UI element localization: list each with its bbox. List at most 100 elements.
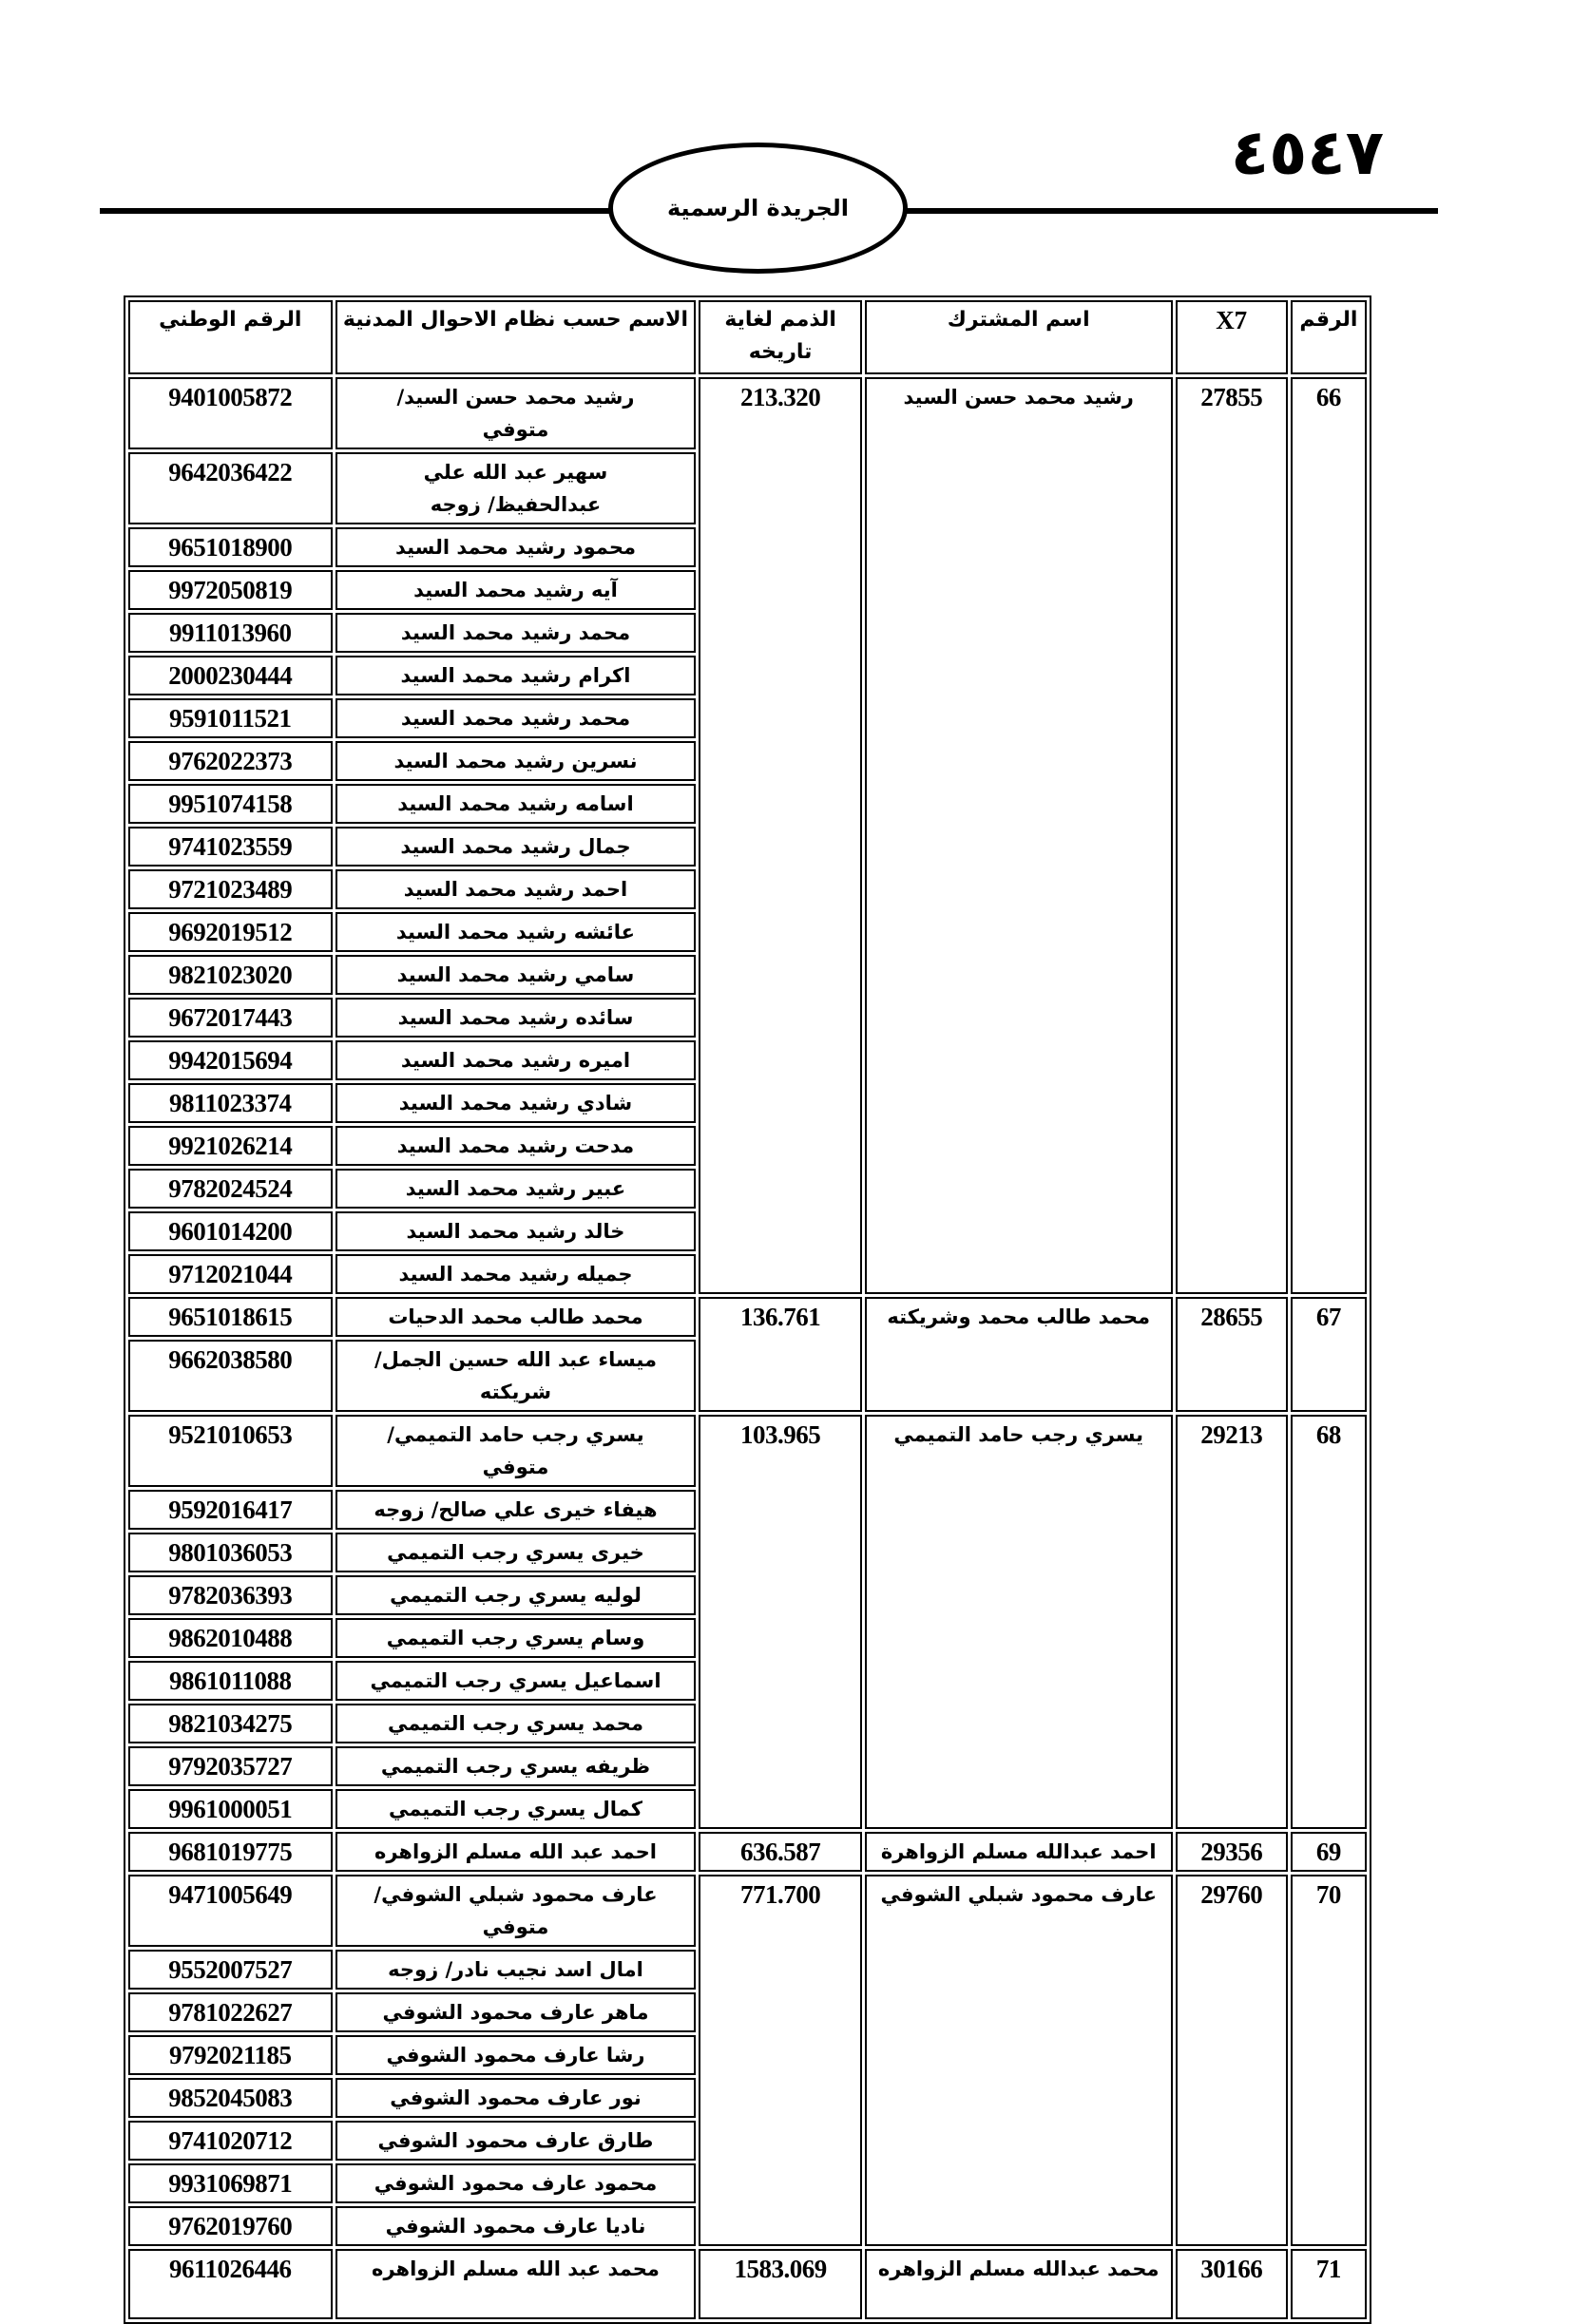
civil-name: احمد عبد الله مسلم الزواهره — [335, 1832, 697, 1872]
entry-number: 69 — [1290, 1832, 1367, 1872]
civil-name: خالد رشيد محمد السيد — [335, 1211, 697, 1251]
civil-name: نور عارف محمود الشوفي — [335, 2078, 697, 2118]
subscriber-name: محمد عبدالله مسلم الزواهره — [864, 2249, 1173, 2319]
dues-amount: 103.965 — [699, 1415, 862, 1829]
x7-code: 27855 — [1175, 377, 1288, 1294]
entry-number: 67 — [1290, 1297, 1367, 1412]
civil-name: جميله رشيد محمد السيد — [335, 1254, 697, 1294]
dues-amount: 771.700 — [699, 1875, 862, 2246]
table-row: محمد رشيد محمد السيد 9591011521 — [128, 698, 1367, 738]
x7-code: 29760 — [1175, 1875, 1288, 2246]
table-row: 67 28655 محمد طالب محمد وشريكته 136.761 محمد… — [128, 1297, 1367, 1412]
national-id: 9741020712 — [128, 2121, 333, 2161]
civil-name: يسري رجب حامد التميمي/ متوفي — [335, 1415, 697, 1487]
civil-name: سهير عبد الله علي عبدالحفيظ/ زوجه — [335, 452, 697, 524]
national-id: 9861011088 — [128, 1661, 333, 1701]
national-id: 9672017443 — [128, 998, 333, 1038]
table-body: 66 27855 رشيد محمد حسن السيد 213.320 رشيد مح… — [128, 377, 1367, 2319]
table-row: محمود عارف محمود الشوفي 9931069871 — [128, 2163, 1367, 2203]
header-number: الرقم — [1290, 300, 1367, 374]
gazette-title-oval: الجريدة الرسمية — [608, 143, 908, 274]
table-row: احمد رشيد محمد السيد 9721023489 — [128, 869, 1367, 909]
civil-name: رشا عارف محمود الشوفي — [335, 2035, 697, 2075]
national-id: 9862010488 — [128, 1618, 333, 1658]
civil-name: آيه رشيد محمد السيد — [335, 570, 697, 610]
national-id: 9762019760 — [128, 2206, 333, 2246]
table-row: محمد يسري رجب التميمي 9821034275 — [128, 1704, 1367, 1743]
national-id: 9782024524 — [128, 1169, 333, 1209]
header-civil-name: الاسم حسب نظام الاحوال المدنية — [335, 300, 697, 374]
civil-name: كمال يسري رجب التميمي — [335, 1789, 697, 1829]
national-id: 9662038580 — [128, 1340, 333, 1412]
national-id: 9931069871 — [128, 2163, 333, 2203]
civil-name: وسام يسري رجب التميمي — [335, 1618, 697, 1658]
table-row: وسام يسري رجب التميمي 9862010488 — [128, 1618, 1367, 1658]
national-id: 9852045083 — [128, 2078, 333, 2118]
table-row: عائشه رشيد محمد السيد 9692019512 — [128, 912, 1367, 952]
civil-name: اسامه رشيد محمد السيد — [335, 784, 697, 824]
table-header-row: الرقم X7 اسم المشترك الذمم لغاية تاريخه … — [128, 300, 1367, 374]
national-id: 9811023374 — [128, 1083, 333, 1123]
table-row: خالد رشيد محمد السيد 9601014200 — [128, 1211, 1367, 1251]
civil-name: امال اسد نجيب نادر/ زوجه — [335, 1950, 697, 1990]
x7-code: 29213 — [1175, 1415, 1288, 1829]
national-id: 9471005649 — [128, 1875, 333, 1947]
civil-name: لوليه يسري رجب التميمي — [335, 1575, 697, 1615]
dues-amount: 136.761 — [699, 1297, 862, 1412]
table-row: خيرى يسري رجب التميمي 9801036053 — [128, 1533, 1367, 1572]
civil-name: جمال رشيد محمد السيد — [335, 827, 697, 867]
table-row: عبير رشيد محمد السيد 9782024524 — [128, 1169, 1367, 1209]
civil-name: رشيد محمد حسن السيد/ متوفي — [335, 377, 697, 449]
national-id: 9801036053 — [128, 1533, 333, 1572]
subscriber-name: يسري رجب حامد التميمي — [864, 1415, 1173, 1829]
national-id: 9401005872 — [128, 377, 333, 449]
civil-name: محمود عارف محمود الشوفي — [335, 2163, 697, 2203]
table-row: اسامه رشيد محمد السيد 9951074158 — [128, 784, 1367, 824]
national-id: 9782036393 — [128, 1575, 333, 1615]
national-id: 9721023489 — [128, 869, 333, 909]
header-national-id: الرقم الوطني — [128, 300, 333, 374]
table-row: محمود رشيد محمد السيد 9651018900 — [128, 527, 1367, 567]
national-id: 9792035727 — [128, 1746, 333, 1786]
table-row: اكرام رشيد محمد السيد 2000230444 — [128, 656, 1367, 695]
civil-name: محمد طالب محمد الدحيات — [335, 1297, 697, 1337]
national-id: 9591011521 — [128, 698, 333, 738]
table-row: 70 29760 عارف محمود شبلي الشوفي 771.700 عارف… — [128, 1875, 1367, 2246]
table-row: محمد رشيد محمد السيد 9911013960 — [128, 613, 1367, 653]
x7-code: 29356 — [1175, 1832, 1288, 1872]
table-row: طارق عارف محمود الشوفي 9741020712 — [128, 2121, 1367, 2161]
table-row: كمال يسري رجب التميمي 9961000051 — [128, 1789, 1367, 1829]
national-id: 9712021044 — [128, 1254, 333, 1294]
table-row: جمال رشيد محمد السيد 9741023559 — [128, 827, 1367, 867]
table-row: 66 27855 رشيد محمد حسن السيد 213.320 رشيد مح… — [128, 377, 1367, 1294]
civil-name: محمد رشيد محمد السيد — [335, 698, 697, 738]
subscriber-name: عارف محمود شبلي الشوفي — [864, 1875, 1173, 2246]
national-id: 9781022627 — [128, 1992, 333, 2032]
table-row: سامي رشيد محمد السيد 9821023020 — [128, 955, 1367, 995]
civil-name: احمد رشيد محمد السيد — [335, 869, 697, 909]
civil-name: سائده رشيد محمد السيد — [335, 998, 697, 1038]
table-row: 68 29213 يسري رجب حامد التميمي 103.965 يسري … — [128, 1415, 1367, 1829]
national-id: 9692019512 — [128, 912, 333, 952]
table-row: سهير عبد الله علي عبدالحفيظ/ زوجه 9642036… — [128, 452, 1367, 524]
national-id: 9921026214 — [128, 1126, 333, 1166]
civil-name: محمد رشيد محمد السيد — [335, 613, 697, 653]
table-row: رشا عارف محمود الشوفي 9792021185 — [128, 2035, 1367, 2075]
table-row: 71 30166 محمد عبدالله مسلم الزواهره 1583.06… — [128, 2249, 1367, 2319]
table-row: لوليه يسري رجب التميمي 9782036393 — [128, 1575, 1367, 1615]
table-row: هيفاء خيرى علي صالح/ زوجه 9592016417 — [128, 1490, 1367, 1530]
civil-name: ناديا عارف محمود الشوفي — [335, 2206, 697, 2246]
gazette-title: الجريدة الرسمية — [666, 195, 850, 221]
civil-name: هيفاء خيرى علي صالح/ زوجه — [335, 1490, 697, 1530]
table-row: نور عارف محمود الشوفي 9852045083 — [128, 2078, 1367, 2118]
civil-name: اميره رشيد محمد السيد — [335, 1040, 697, 1080]
table-row: سائده رشيد محمد السيد 9672017443 — [128, 998, 1367, 1038]
national-id: 9942015694 — [128, 1040, 333, 1080]
table-row: مدحت رشيد محمد السيد 9921026214 — [128, 1126, 1367, 1166]
table-row: 69 29356 احمد عبدالله مسلم الزواهرة 636.587… — [128, 1832, 1367, 1872]
table-row: جميله رشيد محمد السيد 9712021044 — [128, 1254, 1367, 1294]
civil-name: محمد يسري رجب التميمي — [335, 1704, 697, 1743]
national-id: 9592016417 — [128, 1490, 333, 1530]
table-row: اسماعيل يسري رجب التميمي 9861011088 — [128, 1661, 1367, 1701]
national-id: 9972050819 — [128, 570, 333, 610]
